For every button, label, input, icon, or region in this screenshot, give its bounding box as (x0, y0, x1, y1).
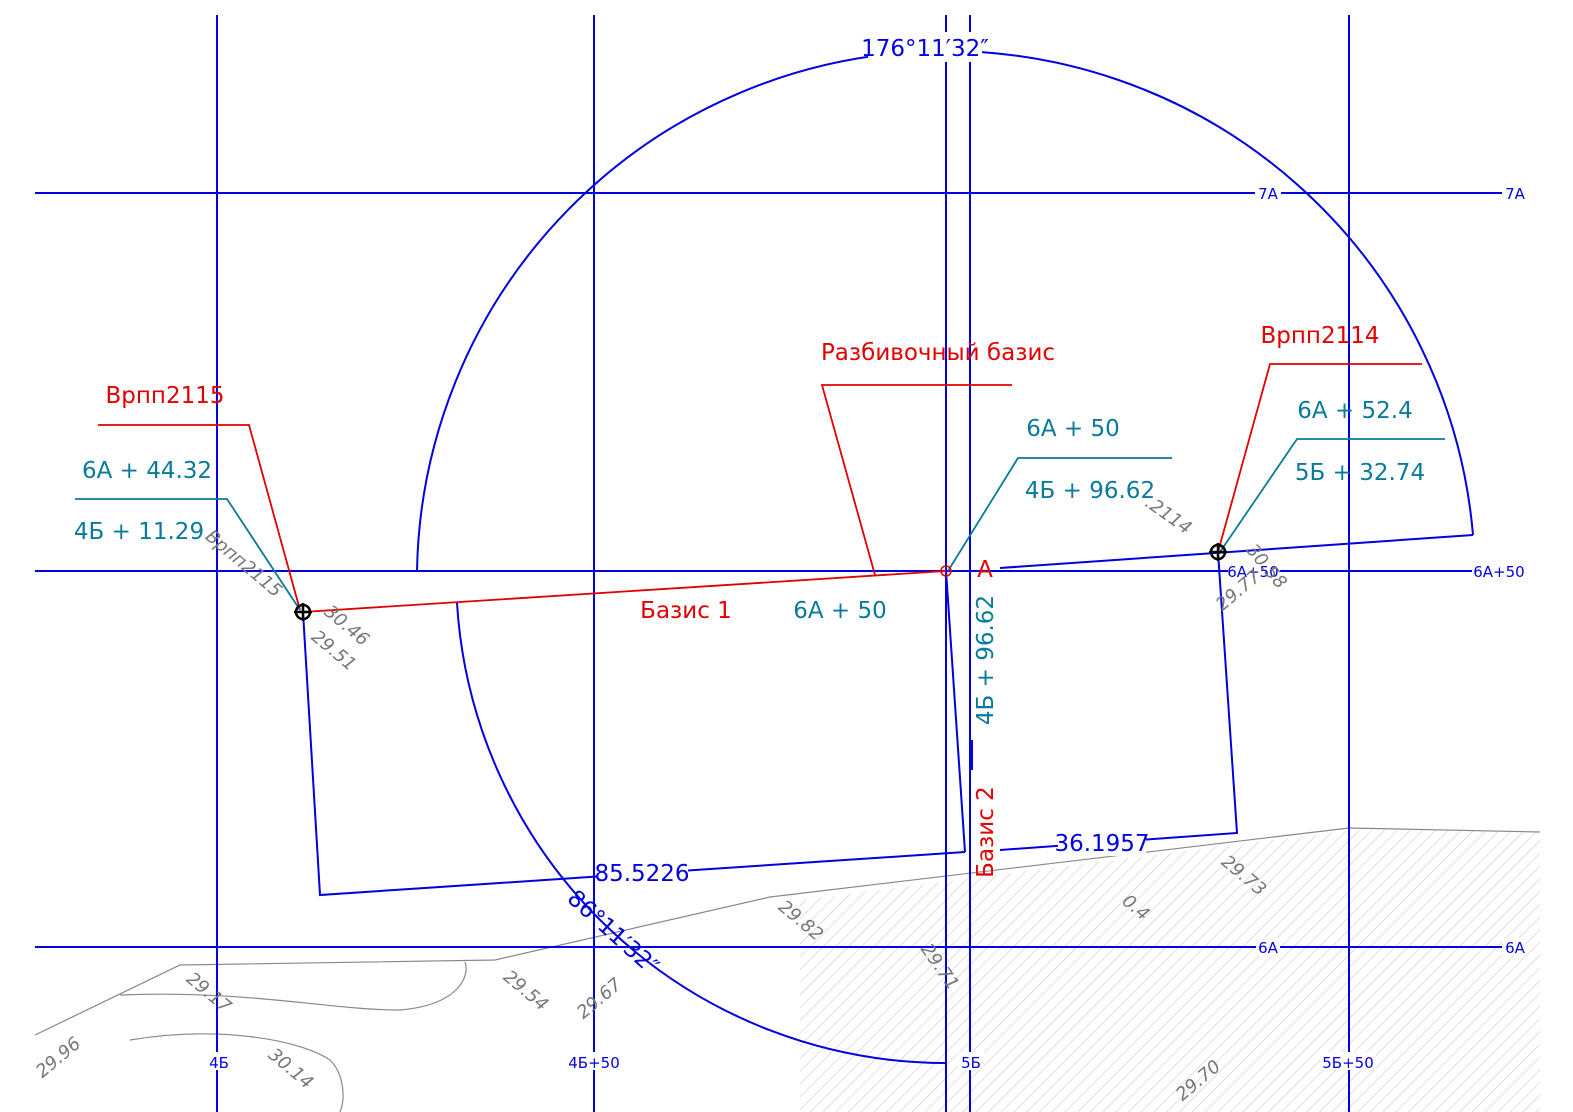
basis-point (940, 565, 952, 577)
angle-label: 86°11′32″ (562, 885, 664, 980)
coordinate: 6А + 50 (793, 598, 887, 624)
contour (119, 961, 467, 1011)
elevation: 29.54 (499, 966, 552, 1015)
coordinate: 4Б + 11.29 (74, 519, 204, 545)
coordinate: 4Б + 96.62 (973, 595, 999, 725)
point-name: Врпп2115 (106, 383, 225, 409)
basis-title: Разбивочный базис (821, 340, 1055, 366)
leader (1217, 363, 1422, 553)
point-name: Врпп2114 (1261, 323, 1380, 349)
leader (947, 457, 1172, 572)
contour (34, 827, 1541, 1036)
column-label: 4Б (209, 1054, 229, 1072)
angle-arc (456, 602, 947, 1064)
contour (129, 1033, 344, 1112)
column-label: 5Б (961, 1054, 981, 1072)
row-label: 6А (1258, 939, 1279, 957)
elevation: 30.14 (264, 1044, 317, 1093)
coordinate: 5Б + 32.74 (1295, 460, 1425, 486)
row-label: 7А (1258, 185, 1279, 203)
hatch (800, 830, 1540, 1112)
coordinate: 4Б + 96.62 (1025, 478, 1155, 504)
labels: 176°11′32″ 86°11′32″ 85.5226 36.1957 Раз… (74, 32, 1425, 981)
column-label: 4Б+50 (568, 1054, 620, 1072)
coordinate: 6А + 52.4 (1297, 398, 1412, 424)
column-label: 5Б+50 (1322, 1054, 1374, 1072)
basis-label: Базис 2 (973, 786, 999, 878)
basis-line (945, 570, 966, 853)
terrain (34, 827, 1541, 1112)
row-label: 6А+50 (1227, 563, 1278, 581)
row-label: 7А (1505, 185, 1526, 203)
row-label: 6А (1505, 939, 1526, 957)
leader (1219, 438, 1445, 553)
coordinate: 6А + 50 (1026, 416, 1120, 442)
basis-label: Базис 1 (640, 598, 732, 624)
elevation: Врпп2115 (201, 526, 286, 602)
coordinate: 6А + 44.32 (82, 458, 212, 484)
leader (820, 384, 1012, 576)
elevation: .2114 (1141, 492, 1195, 539)
elevation: 29.96 (32, 1033, 85, 1082)
angle-label: 176°11′32″ (861, 36, 989, 62)
benchmark (1209, 543, 1227, 561)
benchmark (294, 603, 312, 621)
dimension-label: 36.1957 (1054, 831, 1149, 857)
basis-line (999, 534, 1474, 569)
point-label: А (977, 557, 993, 583)
elevation: 29.67 (573, 974, 626, 1024)
basis-1 (302, 570, 947, 613)
dimension-line (302, 611, 966, 897)
row-label: 6А+50 (1473, 563, 1524, 581)
elevation: 29.17 (182, 968, 235, 1018)
leader (75, 498, 301, 611)
dimension-line (999, 551, 1239, 851)
dimension-label: 85.5226 (594, 861, 689, 887)
leader (98, 424, 301, 611)
grid-labels: 7А 7А 6А+50 6А+50 6А 6А 4Б 4Б+50 5Б 5Б+5… (205, 184, 1528, 1072)
